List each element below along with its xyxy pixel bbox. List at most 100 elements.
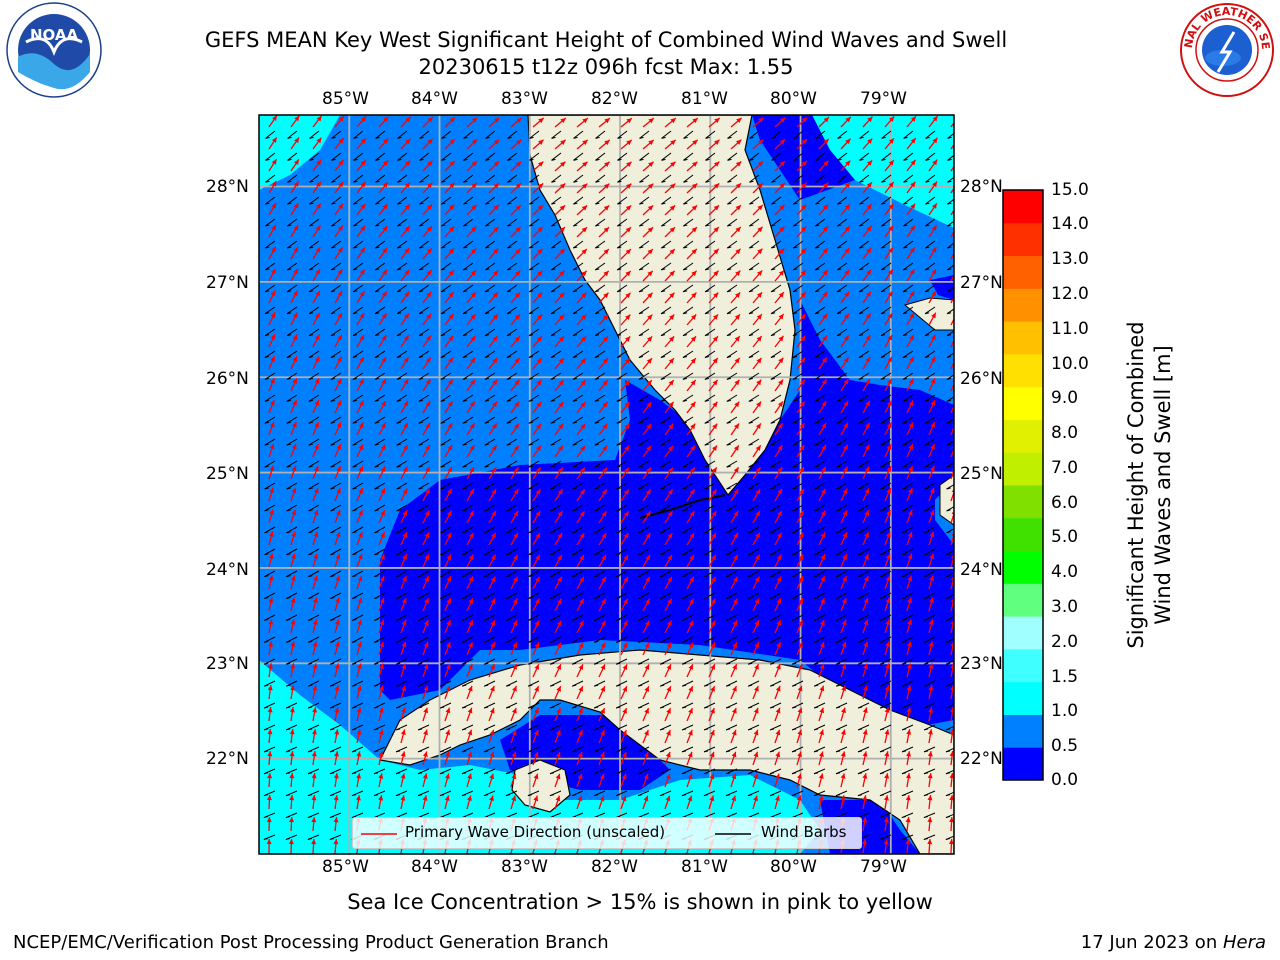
lon-label: 83°W: [501, 857, 548, 877]
wave-arrow-head: [557, 532, 563, 539]
wave-arrow-head: [290, 619, 296, 625]
wave-arrow-head: [691, 270, 697, 277]
wind-barb-flag: [617, 268, 622, 271]
wave-arrow-head: [884, 685, 890, 691]
wave-arrow-head: [906, 641, 912, 647]
wind-barb: [858, 240, 870, 249]
wind-barb-flag: [836, 399, 841, 402]
wind-barb-flag: [396, 377, 402, 380]
wave-arrow-head: [404, 226, 410, 232]
wind-barb: [572, 306, 584, 315]
wave-arrow-head: [603, 314, 609, 320]
wind-barb: [793, 130, 804, 139]
wind-barb: [550, 460, 562, 468]
wind-barb: [352, 306, 364, 315]
wave-arrow-head: [400, 729, 406, 735]
wind-barb: [528, 438, 540, 446]
wave-arrow-head: [358, 400, 364, 407]
wind-barb: [396, 372, 408, 380]
wave-arrow-head: [268, 531, 274, 537]
wind-barb-flag: [836, 443, 841, 446]
wind-barb-flag: [835, 728, 841, 731]
wave-arrow-head: [646, 380, 652, 386]
wind-barb: [572, 350, 584, 358]
wind-barb-flag: [551, 202, 556, 205]
wave-arrow-head: [314, 444, 319, 450]
wave-arrow-head: [644, 642, 650, 649]
wind-barb: [396, 328, 408, 337]
wave-arrow-head: [313, 553, 319, 560]
wind-barb-flag: [639, 224, 644, 227]
wave-arrow-head: [648, 161, 654, 167]
wave-arrow-head: [800, 248, 807, 254]
wind-barb: [880, 460, 892, 468]
wave-arrow-head: [292, 334, 298, 341]
wave-arrow-head: [623, 533, 629, 539]
wind-barb-flag: [529, 224, 534, 227]
wind-barb: [528, 372, 540, 380]
wind-barb-flag: [374, 553, 379, 556]
wind-barb-flag: [769, 728, 775, 731]
wave-arrow-head: [358, 510, 363, 516]
wave-arrow-head: [449, 226, 455, 232]
wind-barb-flag: [903, 180, 908, 183]
wind-barb-flag: [858, 356, 864, 359]
wind-barb-flag: [418, 356, 424, 359]
wind-barb: [748, 460, 760, 468]
wind-barb-flag: [814, 312, 820, 315]
wind-barb-flag: [506, 662, 511, 665]
wind-barb: [814, 284, 826, 293]
wind-barb-flag: [616, 377, 622, 380]
wave-arrow-head: [798, 576, 804, 582]
wind-barb-flag: [682, 531, 687, 534]
wind-barb-flag: [549, 706, 555, 709]
wave-arrow-head: [513, 554, 518, 561]
wave-arrow-head: [402, 532, 407, 538]
lat-label: 25°N: [960, 464, 1003, 484]
wind-barb: [330, 240, 342, 249]
wave-arrow-head: [577, 773, 583, 780]
wave-arrow-head: [735, 292, 741, 298]
wave-arrow-head: [426, 335, 431, 342]
wind-barb-flag: [374, 860, 378, 861]
wind-barb-flag: [594, 399, 599, 402]
wind-barb: [528, 394, 540, 402]
wave-arrow-head: [710, 708, 715, 714]
wave-arrow-head: [359, 356, 364, 363]
wave-arrow-head: [732, 620, 738, 626]
wind-barb-flag: [770, 509, 775, 512]
wave-arrow-head: [267, 685, 273, 691]
wind-barb: [704, 350, 716, 358]
wind-barb: [264, 857, 275, 861]
wave-arrow-head: [557, 467, 563, 473]
colorbar-tick: 0.5: [1051, 736, 1079, 756]
lat-label: 24°N: [960, 560, 1003, 580]
wave-arrow-head: [291, 553, 296, 560]
wave-arrow-head: [470, 313, 476, 320]
wind-barb: [616, 284, 628, 293]
wind-barb: [836, 526, 848, 534]
wind-barb: [705, 196, 716, 205]
wave-arrow-head: [754, 598, 760, 604]
lon-label: 81°W: [681, 857, 728, 877]
wind-barb-flag: [792, 465, 797, 468]
wind-barb-flag: [792, 356, 798, 359]
wave-arrow-head: [887, 291, 893, 297]
wind-barb-flag: [924, 312, 930, 315]
wind-barb: [638, 306, 650, 315]
wave-arrow-head: [469, 466, 475, 473]
wind-barb-flag: [375, 180, 380, 183]
wind-barb-flag: [550, 640, 555, 643]
wind-barb-flag: [572, 618, 577, 621]
wave-arrow-head: [689, 554, 694, 561]
wind-barb: [418, 460, 430, 468]
wind-barb-flag: [285, 706, 291, 709]
wave-arrow-head: [533, 729, 539, 736]
wave-arrow-head: [446, 620, 451, 626]
wave-arrow-head: [311, 817, 317, 823]
wave-arrow-head: [423, 729, 428, 736]
wave-arrow-head: [822, 269, 828, 276]
wind-barb-flag: [814, 465, 819, 468]
wind-barb-flag: [374, 290, 380, 293]
wave-arrow-head: [449, 117, 456, 123]
